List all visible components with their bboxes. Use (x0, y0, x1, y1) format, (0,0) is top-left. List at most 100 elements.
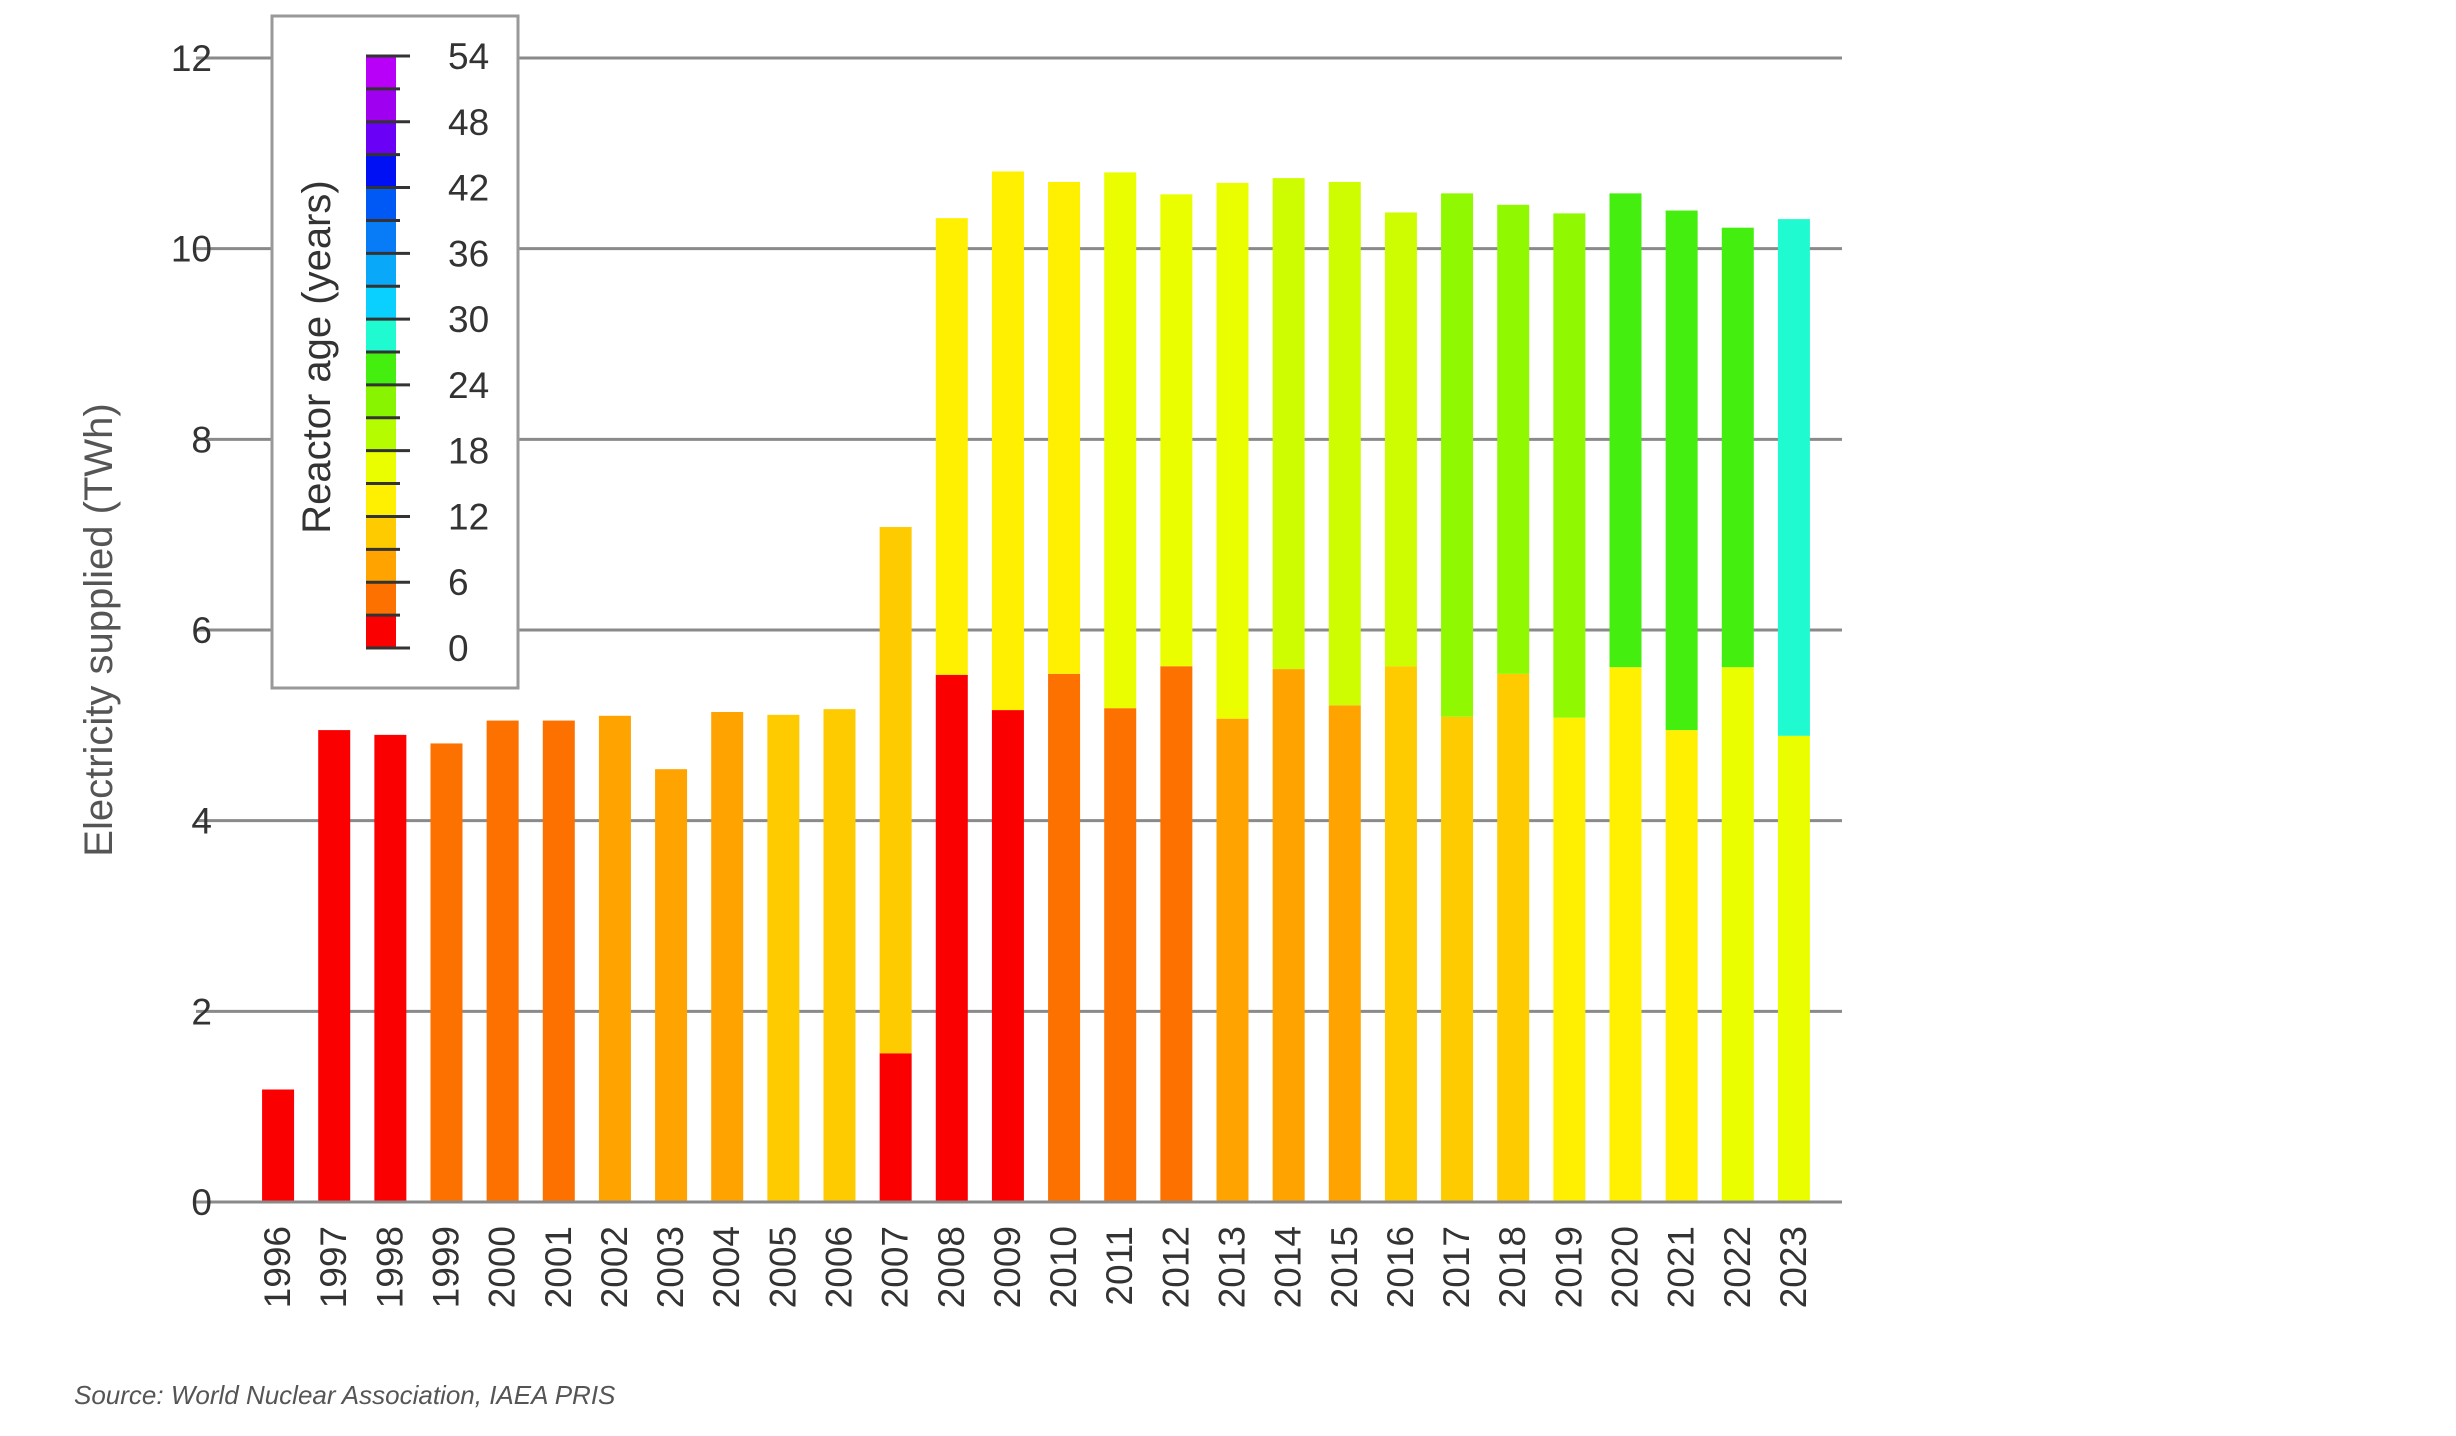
x-tick-label: 2022 (1717, 1226, 1758, 1308)
x-tick-label: 1996 (257, 1226, 298, 1308)
bar-2016-seg0 (1384, 666, 1417, 1202)
bar-2020-seg1 (1609, 193, 1642, 668)
bar-2020-seg0 (1609, 667, 1642, 1202)
bar-1997-seg0 (318, 730, 351, 1202)
x-tick-label: 2006 (819, 1226, 860, 1308)
y-tick-label: 2 (191, 991, 212, 1032)
legend-tick-label: 24 (448, 365, 489, 406)
bar-2017-seg1 (1441, 193, 1474, 717)
x-tick-label: 2002 (594, 1226, 635, 1308)
bar-2009-seg1 (991, 171, 1024, 711)
legend-swatch (366, 483, 396, 517)
y-tick-label: 0 (191, 1182, 212, 1223)
x-tick-label: 2021 (1661, 1226, 1702, 1308)
bar-2013-seg1 (1216, 182, 1249, 719)
legend-swatch (366, 384, 396, 418)
bar-2011-seg1 (1104, 172, 1137, 709)
legend-ticks: 54 48 42 36 30 24 18 12 6 0 (366, 36, 489, 669)
bar-2017-seg0 (1441, 716, 1474, 1202)
bar-2000-seg0 (486, 720, 519, 1202)
bar-2014-seg1 (1272, 178, 1305, 670)
x-tick-label: 2016 (1380, 1226, 1421, 1308)
legend-swatch (366, 352, 396, 385)
x-tick-label: 2018 (1492, 1226, 1533, 1308)
x-tick-label: 2023 (1773, 1226, 1814, 1308)
x-tick-label: 1999 (426, 1226, 467, 1308)
bar-2016-seg1 (1384, 212, 1417, 667)
bar-2022-seg0 (1721, 667, 1754, 1202)
x-tick-label: 2005 (762, 1226, 803, 1308)
x-tick-label: 2012 (1155, 1226, 1196, 1308)
y-tick-label: 4 (191, 801, 212, 842)
bar-2002-seg0 (598, 715, 631, 1202)
x-tick-label: 2017 (1436, 1226, 1477, 1308)
bar-2021-seg1 (1665, 210, 1698, 731)
bar-1996-seg0 (262, 1089, 295, 1202)
bar-2006-seg0 (823, 709, 856, 1202)
legend-tick-label: 18 (448, 431, 489, 472)
bar-2003-seg0 (655, 769, 688, 1202)
bar-2023-seg1 (1777, 219, 1810, 736)
x-tick-label: 2015 (1324, 1226, 1365, 1308)
legend-swatch (366, 220, 396, 254)
legend-tick-label: 42 (448, 168, 489, 209)
bar-2019-seg1 (1553, 213, 1586, 718)
x-tick-label: 2000 (482, 1226, 523, 1308)
x-tick-label: 2008 (931, 1226, 972, 1308)
legend-swatch (366, 286, 396, 320)
legend-tick-label: 0 (448, 628, 469, 669)
bar-2010-seg0 (1048, 673, 1081, 1202)
legend-tick-label: 30 (448, 299, 489, 340)
legend-swatch (366, 187, 396, 221)
bar-2021-seg0 (1665, 730, 1698, 1202)
bar-2013-seg0 (1216, 718, 1249, 1202)
bar-1999-seg0 (430, 743, 463, 1202)
x-tick-label: 1998 (369, 1226, 410, 1308)
bar-2015-seg0 (1328, 705, 1361, 1202)
x-tick-label: 2001 (538, 1226, 579, 1308)
bar-2011-seg0 (1104, 708, 1137, 1202)
legend-swatch (366, 88, 396, 122)
x-tick-label: 1997 (313, 1226, 354, 1308)
legend-swatch (366, 450, 396, 484)
x-tick-label: 2004 (706, 1226, 747, 1308)
legend-color-scale (366, 56, 396, 648)
legend-tick-label: 54 (448, 36, 489, 77)
bar-2018-seg1 (1497, 204, 1530, 674)
x-tick-labels: 1996 1997 1998 1999 2000 2001 2002 2003 2004 2005… (257, 1226, 1814, 1308)
bar-2007-seg1 (879, 527, 912, 1054)
bar-2001-seg0 (542, 720, 575, 1202)
bar-2005-seg0 (767, 714, 800, 1202)
bar-2015-seg1 (1328, 181, 1361, 706)
bar-2008-seg1 (935, 218, 968, 675)
y-tick-label: 8 (191, 419, 212, 460)
bar-2007-seg0 (879, 1053, 912, 1202)
y-tick-label: 10 (171, 229, 212, 270)
bar-2010-seg1 (1048, 181, 1081, 674)
legend-title: Reactor age (years) (295, 180, 339, 533)
x-tick-label: 2003 (650, 1226, 691, 1308)
x-tick-label: 2019 (1548, 1226, 1589, 1308)
x-tick-label: 2011 (1099, 1226, 1140, 1306)
legend-swatch (366, 582, 396, 616)
legend-swatch (366, 319, 396, 352)
bar-1998-seg0 (374, 734, 407, 1202)
bar-2012-seg0 (1160, 666, 1193, 1202)
y-tick-label: 6 (191, 610, 212, 651)
bar-2018-seg0 (1497, 673, 1530, 1202)
legend-tick-label: 36 (448, 233, 489, 274)
bars (196, 171, 1842, 1204)
x-tick-label: 2020 (1605, 1226, 1646, 1308)
bar-2019-seg0 (1553, 717, 1586, 1202)
y-axis-title: Electricity supplied (TWh) (77, 403, 121, 856)
bar-2012-seg1 (1160, 194, 1193, 667)
y-tick-labels: 0 2 4 6 8 10 12 (171, 38, 212, 1223)
bar-2022-seg1 (1721, 227, 1754, 668)
legend-swatch (366, 56, 396, 89)
legend-tick-label: 12 (448, 496, 489, 537)
legend-swatch (366, 417, 396, 451)
x-tick-label: 2013 (1212, 1226, 1253, 1308)
y-tick-label: 12 (171, 38, 212, 79)
bar-2023-seg0 (1777, 735, 1810, 1202)
